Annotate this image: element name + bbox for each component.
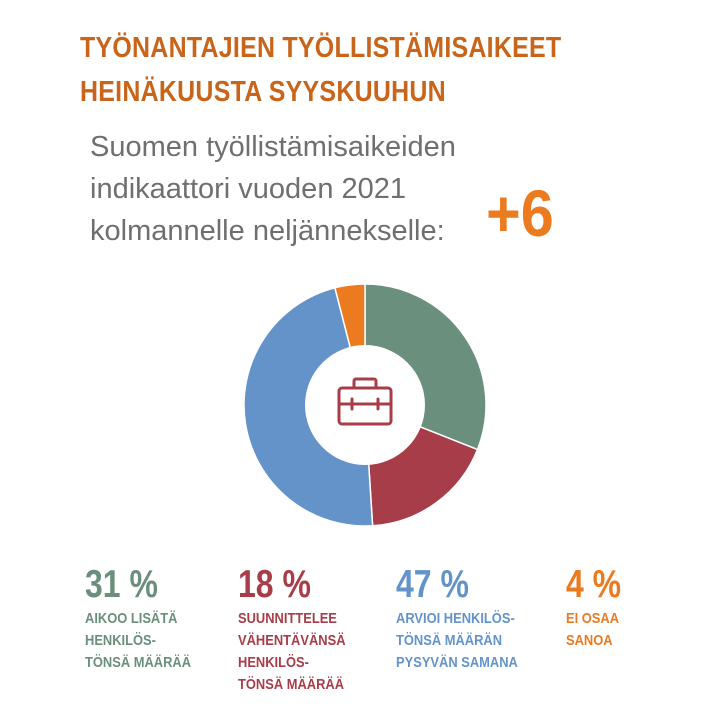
stat-decrease-percent: 18 %: [238, 563, 311, 606]
stat-dont-know: 4 % EI OSAA SANOA: [566, 562, 633, 652]
stat-dont-know-label: EI OSAA SANOA: [566, 610, 620, 649]
indicator-description-line-1: Suomen työllistämisaikeiden: [90, 131, 456, 163]
stat-unchanged-label: ARVIOI HENKILÖS- TÖNSÄ MÄÄRÄN PYSYVÄN SA…: [396, 610, 518, 671]
indicator-description-line-2: indikaattori vuoden 2021: [90, 173, 407, 205]
donut-chart: [243, 283, 487, 527]
indicator-description: Suomen työllistämisaikeiden indikaattori…: [90, 126, 456, 252]
chart-title: TYÖNANTAJIEN TYÖLLISTÄMISAIKEET HEINÄKUU…: [80, 26, 561, 114]
stat-decrease: 18 % SUUNNITTELEE VÄHENTÄVÄNSÄ HENKILÖS-…: [238, 562, 363, 696]
briefcase-body: [337, 386, 393, 426]
briefcase-handle: [352, 377, 378, 390]
stat-unchanged-percent: 47 %: [396, 563, 469, 606]
briefcase-icon: [337, 377, 393, 426]
stat-increase: 31 % AIKOO LISÄTÄ HENKILÖS- TÖNSÄ MÄÄRÄÄ: [85, 562, 208, 674]
stat-unchanged: 47 % ARVIOI HENKILÖS- TÖNSÄ MÄÄRÄN PYSYV…: [396, 562, 538, 674]
indicator-value: +6: [486, 176, 554, 250]
stat-increase-label: AIKOO LISÄTÄ HENKILÖS- TÖNSÄ MÄÄRÄÄ: [85, 610, 192, 671]
stat-decrease-label: SUUNNITTELEE VÄHENTÄVÄNSÄ HENKILÖS- TÖNS…: [238, 610, 346, 693]
stat-dont-know-percent: 4 %: [566, 563, 622, 606]
chart-title-line-1: TYÖNANTAJIEN TYÖLLISTÄMISAIKEET: [80, 32, 562, 64]
chart-title-line-2: HEINÄKUUSTA SYYSKUUHUN: [80, 76, 446, 108]
indicator-description-line-3: kolmannelle neljännekselle:: [90, 215, 445, 247]
stat-increase-percent: 31 %: [85, 563, 158, 606]
